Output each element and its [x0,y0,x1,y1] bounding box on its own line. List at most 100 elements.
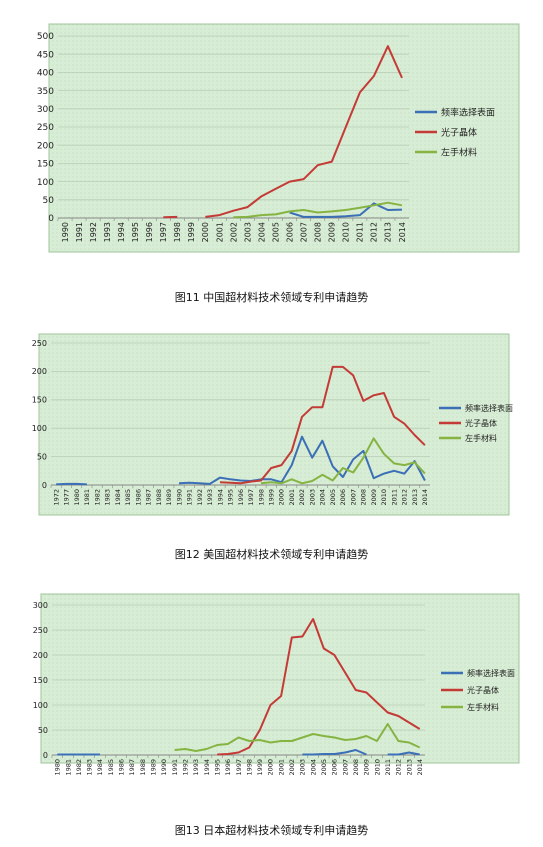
figure-13: 0 50 100 150 200 250 300 1980 1981 1982 1983 1984 19… [0,570,543,847]
x-tick-label: 2000 [267,759,275,776]
y-tick-label: 150 [33,676,48,685]
series-line [387,751,420,756]
x-tick-label: 1991 [171,759,179,776]
chart-frame [38,333,510,516]
x-tick-label: 1985 [124,489,132,506]
x-tick-label: 1991 [186,489,194,506]
x-tick-label: 2008 [352,759,360,776]
x-tick-label: 2012 [370,222,379,242]
series-1 [217,618,421,756]
x-tick-label: 1998 [173,222,182,242]
x-tick-label: 1982 [93,489,101,506]
x-tick-label: 1990 [160,759,168,776]
x-tick-label: 2004 [319,489,327,506]
x-tick-label: 2004 [257,222,266,242]
y-tick-label: 50 [38,726,48,735]
y-tick-label: 200 [32,367,47,376]
y-tick-label: 100 [32,424,47,433]
x-tick-label: 2010 [342,222,351,242]
x-tick-label: 1989 [165,489,173,506]
x-tick-label: 1998 [257,489,265,506]
x-tick-label: 2008 [360,489,368,506]
x-tick-label: 2011 [390,489,398,506]
y-tick-label: 400 [37,69,54,79]
x-tick-label: 1983 [104,489,112,506]
x-tick-label: 1982 [75,759,83,776]
x-tick-label: 2010 [380,489,388,506]
y-tick-label: 0 [42,481,47,490]
x-tick-label: 1999 [256,759,264,776]
x-tick-label: 1996 [224,759,232,776]
x-tick-label: 1995 [227,489,235,506]
x-tick-label: 2007 [300,222,309,242]
x-tick-label: 1992 [181,759,189,776]
x-tick-label: 2001 [215,222,224,242]
x-tick-label: 2002 [229,222,238,242]
x-tick-label: 2006 [285,222,294,242]
x-tick-label: 1990 [175,489,183,506]
y-tick-label: 300 [33,601,48,610]
x-tick-label: 1995 [131,222,140,242]
x-tick-label: 1986 [134,489,142,506]
x-tick-label: 2000 [201,222,210,242]
x-tick-label: 2014 [416,759,424,776]
legend-label: 频率选择表面 [467,668,515,678]
x-tick-label: 1999 [268,489,276,506]
x-tick-label: 2013 [384,222,393,242]
x-tick-label: 1989 [150,759,158,776]
x-tick-label: 2000 [278,489,286,506]
y-tick-label: 150 [37,160,54,170]
legend-label: 左手材料 [467,702,499,712]
figure-11: 0 50 100 150 200 250 300 350 400 450 500 1990 1991 19… [0,0,543,320]
x-tick-label: 1988 [139,759,147,776]
x-tick-label: 1986 [118,759,126,776]
x-tick-label: 2003 [308,489,316,506]
y-tick-label: 250 [33,626,48,635]
x-tick-label: 2009 [363,759,371,776]
x-tick-label: 1984 [96,759,104,776]
x-tick-label: 1997 [159,222,168,242]
x-tick-label: 2010 [373,759,381,776]
x-tick-label: 1991 [75,222,84,242]
x-tick-label: 2012 [401,489,409,506]
x-tick-label: 1984 [114,489,122,506]
x-tick-label: 2013 [411,489,419,506]
figure-12: 0 50 100 150 200 250 1972 1977 1980 1981 1982 1983 1… [0,320,543,570]
x-tick-label: 1988 [155,489,163,506]
x-tick-label: 1981 [64,759,72,776]
x-tick-label: 1980 [73,489,81,506]
y-tick-label: 250 [32,339,47,348]
y-tick-label: 100 [37,178,54,188]
y-tick-label: 500 [37,32,54,42]
x-tick-label: 2001 [277,759,285,776]
x-tick-label: 1981 [83,489,91,506]
x-tick-label: 2003 [299,759,307,776]
series-1 [219,365,426,485]
x-tick-label: 2013 [405,759,413,776]
x-tick-label: 2011 [384,759,392,776]
y-tick-label: 350 [37,87,54,97]
series-2 [233,201,403,219]
chart-frame [48,23,520,253]
x-tick-label: 1990 [61,222,70,242]
x-tick-label: 2006 [331,759,339,776]
x-tick-label: 2002 [288,759,296,776]
x-tick-label: 2005 [329,489,337,506]
x-tick-label: 1992 [89,222,98,242]
series-line [174,723,421,752]
chart-11: 0 50 100 150 200 250 300 350 400 450 500 1990 1991 19… [37,23,520,253]
figure-caption: 图12 美国超材料技术领域专利申请趋势 [174,548,369,561]
x-tick-label: 1983 [86,759,94,776]
y-tick-label: 50 [37,452,47,461]
series-2 [174,723,421,752]
legend-label: 左手材料 [441,146,477,158]
y-tick-label: 50 [43,196,55,206]
legend-label: 左手材料 [465,433,497,443]
x-tick-label: 1977 [63,489,71,506]
x-tick-label: 2005 [271,222,280,242]
x-tick-label: 2004 [309,759,317,776]
series-0 [289,202,403,218]
x-tick-label: 2005 [320,759,328,776]
x-tick-label: 1994 [203,759,211,776]
